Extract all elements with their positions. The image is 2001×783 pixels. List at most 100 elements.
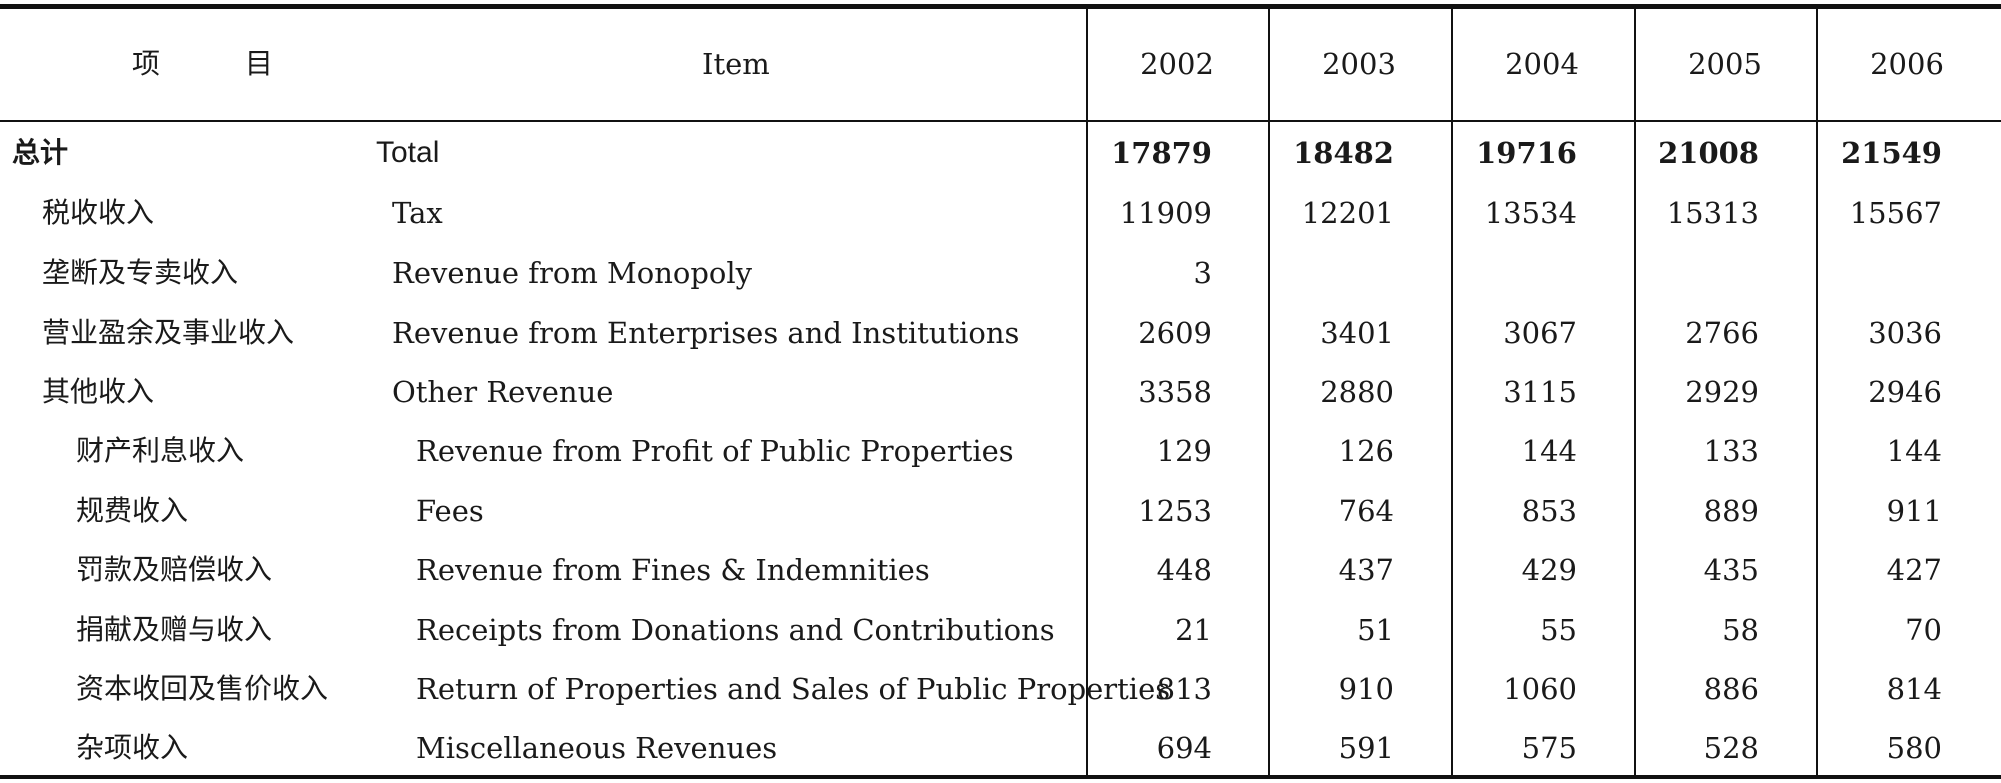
table-row: 捐献及赠与收入 Receipts from Donations and Contr… (0, 601, 2001, 660)
value-cell: 764 (1338, 494, 1394, 528)
row-label-cn: 杂项收入 (76, 731, 189, 764)
value-cell: 11909 (1119, 196, 1212, 230)
value-cell: 2609 (1138, 316, 1212, 350)
value-cell: 55 (1540, 613, 1577, 647)
value-cell: 575 (1521, 731, 1577, 765)
value-cell: 580 (1886, 731, 1942, 765)
table-row: 杂项收入 Miscellaneous Revenues 694 591 575 528 58… (0, 719, 2001, 778)
value-cell: 21549 (1841, 136, 1942, 170)
row-label-en: Revenue from Enterprises and Institution… (392, 316, 1020, 350)
header-year-2006: 2006 (1870, 47, 1944, 81)
value-cell: 12201 (1301, 196, 1394, 230)
value-cell: 126 (1338, 434, 1394, 468)
table-row: 其他收入 Other Revenue 3358 2880 3115 2929 2946 (0, 363, 2001, 422)
header-year-2005: 2005 (1688, 47, 1762, 81)
header-item-cn: 项 目 (132, 47, 311, 80)
row-label-en: Miscellaneous Revenues (416, 731, 778, 765)
row-label-cn: 垄断及专卖收入 (42, 256, 239, 289)
value-cell: 528 (1703, 731, 1759, 765)
value-cell: 591 (1338, 731, 1394, 765)
value-cell: 889 (1703, 494, 1759, 528)
bottom-rule (0, 775, 2001, 779)
column-divider (1634, 9, 1636, 775)
row-label-cn: 税收收入 (42, 196, 155, 229)
table-row: 财产利息收入 Revenue from Profit of Public Prop… (0, 422, 2001, 481)
value-cell: 2766 (1685, 316, 1759, 350)
value-cell: 435 (1703, 553, 1759, 587)
value-cell: 3036 (1868, 316, 1942, 350)
row-label-cn: 罚款及赔偿收入 (76, 553, 273, 586)
row-label-en: Revenue from Fines & Indemnities (416, 553, 930, 587)
value-cell: 15567 (1849, 196, 1942, 230)
value-cell: 2946 (1868, 375, 1942, 409)
row-label-cn: 捐献及赠与收入 (76, 613, 273, 646)
value-cell: 694 (1156, 731, 1212, 765)
row-label-cn: 财产利息收入 (76, 434, 245, 467)
value-cell: 70 (1905, 613, 1942, 647)
table-row: 资本收回及售价收入 Return of Properties and Sales … (0, 660, 2001, 719)
value-cell: 3358 (1138, 375, 1212, 409)
table-row: 总计 Total 17879 18482 19716 21008 21549 (0, 124, 2001, 183)
value-cell: 2880 (1320, 375, 1394, 409)
value-cell: 144 (1521, 434, 1577, 468)
row-label-en: Tax (392, 196, 443, 230)
table-row: 税收收入 Tax 11909 12201 13534 15313 15567 (0, 184, 2001, 243)
value-cell: 3115 (1503, 375, 1577, 409)
value-cell: 15313 (1666, 196, 1759, 230)
table-row: 罚款及赔偿收入 Revenue from Fines & Indemnities 4… (0, 541, 2001, 600)
value-cell: 2929 (1685, 375, 1759, 409)
value-cell: 3067 (1503, 316, 1577, 350)
value-cell: 21 (1175, 613, 1212, 647)
value-cell: 437 (1338, 553, 1394, 587)
value-cell: 58 (1722, 613, 1759, 647)
value-cell: 427 (1886, 553, 1942, 587)
header-year-2004: 2004 (1505, 47, 1579, 81)
table-row: 规费收入 Fees 1253 764 853 889 911 (0, 482, 2001, 541)
row-label-en: Fees (416, 494, 484, 528)
value-cell: 853 (1521, 494, 1577, 528)
value-cell: 17879 (1111, 136, 1212, 170)
value-cell: 1060 (1503, 672, 1577, 706)
header-rule (0, 120, 2001, 122)
value-cell: 3 (1193, 256, 1212, 290)
value-cell: 814 (1886, 672, 1942, 706)
row-label-en: Receipts from Donations and Contribution… (416, 613, 1055, 647)
column-divider (1086, 9, 1088, 775)
column-divider (1268, 9, 1270, 775)
value-cell: 51 (1357, 613, 1394, 647)
value-cell: 18482 (1293, 136, 1394, 170)
value-cell: 13534 (1484, 196, 1577, 230)
table-row: 营业盈余及事业收入 Revenue from Enterprises and In… (0, 304, 2001, 363)
header-item-en: Item (702, 47, 770, 81)
row-label-en: Total (376, 136, 440, 169)
row-label-cn: 营业盈余及事业收入 (42, 316, 295, 349)
header-year-2002: 2002 (1140, 47, 1214, 81)
value-cell: 886 (1703, 672, 1759, 706)
column-divider (1816, 9, 1818, 775)
row-label-en: Revenue from Monopoly (392, 256, 753, 290)
value-cell: 144 (1886, 434, 1942, 468)
row-label-cn: 其他收入 (42, 375, 155, 408)
row-label-en: Return of Properties and Sales of Public… (416, 672, 1171, 706)
row-label-cn: 资本收回及售价收入 (76, 672, 329, 705)
table-row: 垄断及专卖收入 Revenue from Monopoly 3 (0, 244, 2001, 303)
value-cell: 19716 (1476, 136, 1577, 170)
value-cell: 813 (1156, 672, 1212, 706)
value-cell: 448 (1156, 553, 1212, 587)
value-cell: 129 (1156, 434, 1212, 468)
value-cell: 3401 (1320, 316, 1394, 350)
header-year-2003: 2003 (1322, 47, 1396, 81)
value-cell: 21008 (1658, 136, 1759, 170)
row-label-cn: 总计 (12, 136, 69, 169)
top-rule (0, 4, 2001, 9)
value-cell: 911 (1886, 494, 1942, 528)
row-label-cn: 规费收入 (76, 494, 189, 527)
value-cell: 133 (1703, 434, 1759, 468)
value-cell: 910 (1338, 672, 1394, 706)
value-cell: 429 (1521, 553, 1577, 587)
value-cell: 1253 (1138, 494, 1212, 528)
row-label-en: Revenue from Profit of Public Properties (416, 434, 1014, 468)
column-divider (1451, 9, 1453, 775)
row-label-en: Other Revenue (392, 375, 614, 409)
